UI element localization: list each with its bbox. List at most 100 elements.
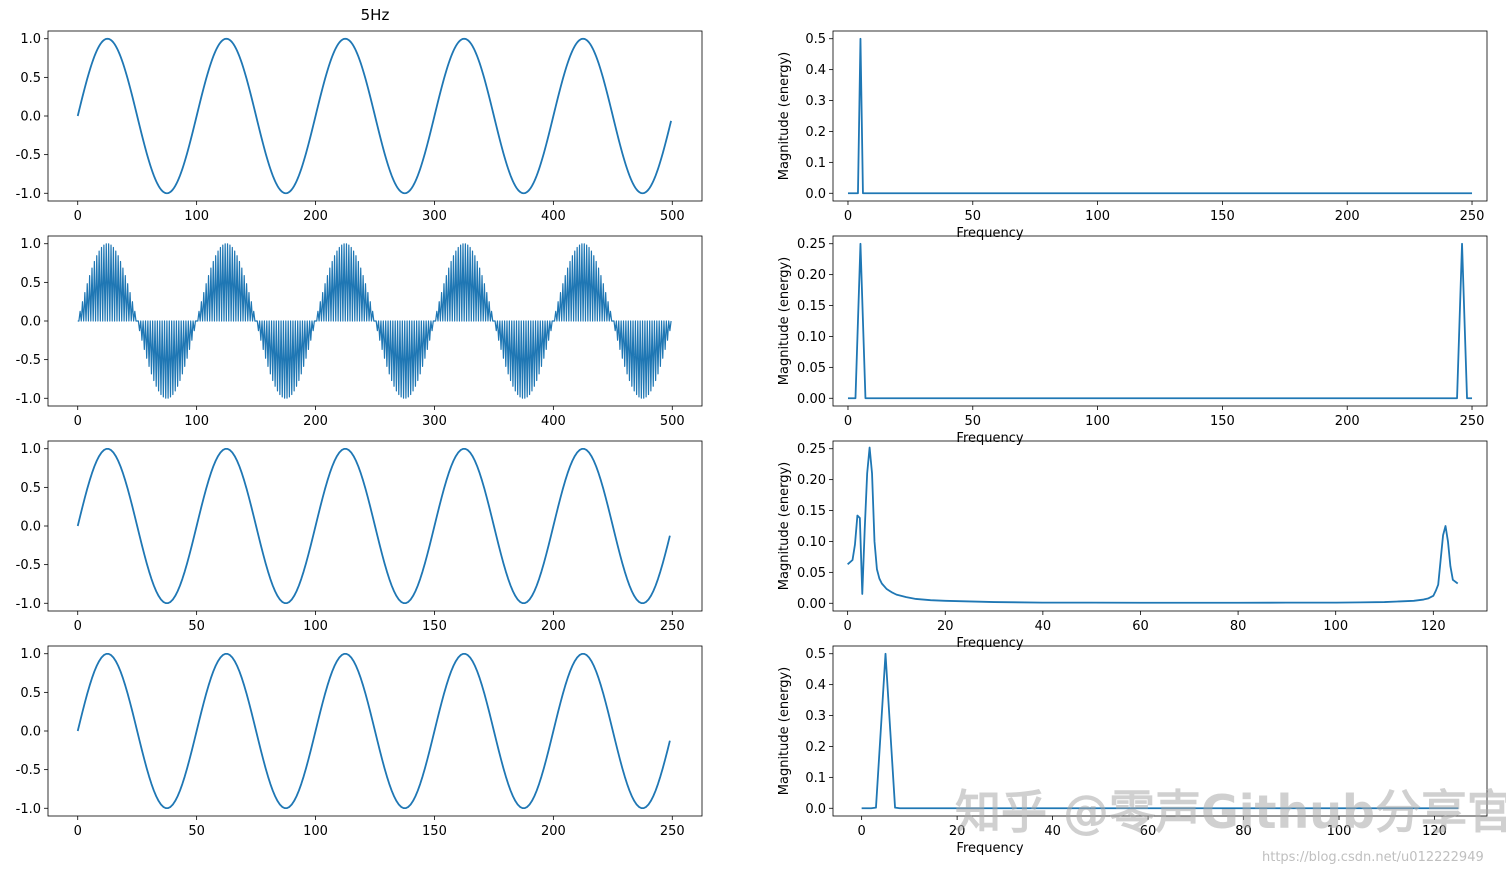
y-tick-label: 0.10 bbox=[797, 330, 826, 345]
x-tick-label: 50 bbox=[965, 209, 982, 224]
x-tick-label: 100 bbox=[1085, 209, 1110, 224]
series-line bbox=[847, 242, 1473, 400]
series-line bbox=[76, 37, 672, 195]
y-tick-label: 0.00 bbox=[797, 597, 826, 612]
y-tick-label: 0.5 bbox=[805, 647, 826, 662]
watermark: 知乎 @零声Github分享官 https://blog.csdn.net/u0… bbox=[955, 785, 1506, 865]
y-tick-label: 1.0 bbox=[20, 237, 41, 252]
x-tick-label: 150 bbox=[1210, 209, 1235, 224]
x-tick-label: 500 bbox=[660, 209, 685, 224]
x-tick-label: 0 bbox=[74, 209, 82, 224]
y-tick-label: 1.0 bbox=[20, 442, 41, 457]
x-tick-label: 120 bbox=[1421, 619, 1446, 634]
y-tick-label: 0.15 bbox=[797, 504, 826, 519]
y-tick-label: 0.0 bbox=[20, 725, 41, 740]
y-tick-label: 0.2 bbox=[805, 125, 826, 140]
x-tick-label: 80 bbox=[1230, 619, 1247, 634]
x-tick-label: 100 bbox=[1327, 824, 1352, 839]
x-tick-label: 40 bbox=[1044, 824, 1061, 839]
x-tick-label: 100 bbox=[303, 824, 328, 839]
y-tick-label: -1.0 bbox=[16, 392, 41, 407]
series-line bbox=[76, 652, 671, 810]
y-tick-label: 0.05 bbox=[797, 566, 826, 581]
x-tick-label: 100 bbox=[1323, 619, 1348, 634]
y-tick-label: 0.5 bbox=[805, 32, 826, 47]
x-tick-label: 50 bbox=[965, 414, 982, 429]
x-tick-label: 150 bbox=[422, 619, 447, 634]
x-tick-label: 200 bbox=[541, 619, 566, 634]
x-tick-label: 250 bbox=[1460, 209, 1485, 224]
x-tick-label: 0 bbox=[74, 414, 82, 429]
watermark-url: https://blog.csdn.net/u012222949 bbox=[1262, 850, 1484, 865]
series-line bbox=[847, 446, 1459, 604]
x-tick-label: 50 bbox=[188, 824, 205, 839]
panel-fft-decimated-b: 0 20 40 60 80 100 120 0.0 0.1 0.2 0.3 0.4 0.5 Frequen… bbox=[777, 645, 1488, 856]
y-tick-label: -1.0 bbox=[16, 802, 41, 817]
y-tick-label: 0.0 bbox=[20, 110, 41, 125]
y-tick-label: 0.0 bbox=[805, 187, 826, 202]
y-tick-label: 1.0 bbox=[20, 647, 41, 662]
y-tick-label: 0.1 bbox=[805, 771, 826, 786]
x-tick-label: 100 bbox=[184, 209, 209, 224]
y-tick-label: -0.5 bbox=[16, 148, 41, 163]
x-tick-label: 150 bbox=[422, 824, 447, 839]
x-axis-label: Frequency bbox=[956, 636, 1023, 651]
x-tick-label: 0 bbox=[844, 209, 852, 224]
x-tick-label: 0 bbox=[74, 824, 82, 839]
x-tick-label: 300 bbox=[422, 414, 447, 429]
x-tick-label: 0 bbox=[858, 824, 866, 839]
x-tick-label: 200 bbox=[303, 414, 328, 429]
x-tick-label: 400 bbox=[541, 209, 566, 224]
y-tick-label: 0.05 bbox=[797, 361, 826, 376]
panel-fft-decimated-a: 0 20 40 60 80 100 120 0.00 0.05 0.10 0.15 0.20 0.25 F… bbox=[777, 440, 1488, 651]
panel-fft-5hz-500: 0 50 100 150 200 250 0.0 0.1 0.2 0.3 0.4 0.5 Frequen… bbox=[777, 30, 1488, 241]
x-tick-label: 200 bbox=[1335, 209, 1360, 224]
y-tick-label: 0.25 bbox=[797, 442, 826, 457]
y-tick-label: -0.5 bbox=[16, 558, 41, 573]
series-line bbox=[861, 652, 1459, 810]
axes-frame bbox=[832, 645, 1488, 817]
y-tick-label: 0.3 bbox=[805, 709, 826, 724]
axes-frame bbox=[832, 440, 1488, 612]
x-tick-label: 0 bbox=[844, 414, 852, 429]
y-tick-label: 0.5 bbox=[20, 71, 41, 86]
figure-title: 5Hz bbox=[361, 6, 390, 24]
y-tick-label: 0.10 bbox=[797, 535, 826, 550]
watermark-text: 知乎 @零声Github分享官 bbox=[955, 785, 1506, 839]
x-tick-label: 300 bbox=[422, 209, 447, 224]
y-tick-label: -1.0 bbox=[16, 187, 41, 202]
y-tick-label: 0.0 bbox=[20, 520, 41, 535]
x-axis-label: Frequency bbox=[956, 841, 1023, 856]
x-axis-label: Frequency bbox=[956, 226, 1023, 241]
y-axis-label: Magnitude (energy) bbox=[777, 667, 792, 795]
panel-time-5hz-500: 0 100 200 300 400 500 -1.0 -0.5 0.0 0.5 1.0 bbox=[16, 30, 703, 224]
axes-frame bbox=[832, 30, 1488, 202]
axes-frame bbox=[832, 235, 1488, 407]
y-tick-label: 0.15 bbox=[797, 299, 826, 314]
x-tick-label: 80 bbox=[1235, 824, 1252, 839]
y-tick-label: 0.20 bbox=[797, 268, 826, 283]
y-tick-label: -1.0 bbox=[16, 597, 41, 612]
x-tick-label: 100 bbox=[1085, 414, 1110, 429]
x-tick-label: 50 bbox=[188, 619, 205, 634]
x-tick-label: 250 bbox=[1460, 414, 1485, 429]
x-tick-label: 500 bbox=[660, 414, 685, 429]
x-tick-label: 120 bbox=[1422, 824, 1447, 839]
y-tick-label: 0.0 bbox=[20, 315, 41, 330]
series-line bbox=[847, 37, 1473, 195]
panel-time-upsampled: 0 100 200 300 400 500 -1.0 -0.5 0.0 0.5 1.0 bbox=[16, 235, 703, 429]
x-tick-label: 60 bbox=[1140, 824, 1157, 839]
x-tick-label: 200 bbox=[303, 209, 328, 224]
x-tick-label: 200 bbox=[1335, 414, 1360, 429]
panel-time-decimated-b: 0 50 100 150 200 250 -1.0 -0.5 0.0 0.5 1.0 bbox=[16, 645, 703, 839]
y-tick-label: 0.0 bbox=[805, 802, 826, 817]
y-tick-label: 0.3 bbox=[805, 94, 826, 109]
x-tick-label: 20 bbox=[949, 824, 966, 839]
x-tick-label: 60 bbox=[1132, 619, 1149, 634]
y-tick-label: 0.4 bbox=[805, 63, 826, 78]
series-line bbox=[77, 243, 672, 399]
y-axis-label: Magnitude (energy) bbox=[777, 52, 792, 180]
y-tick-label: 1.0 bbox=[20, 32, 41, 47]
y-tick-label: -0.5 bbox=[16, 763, 41, 778]
